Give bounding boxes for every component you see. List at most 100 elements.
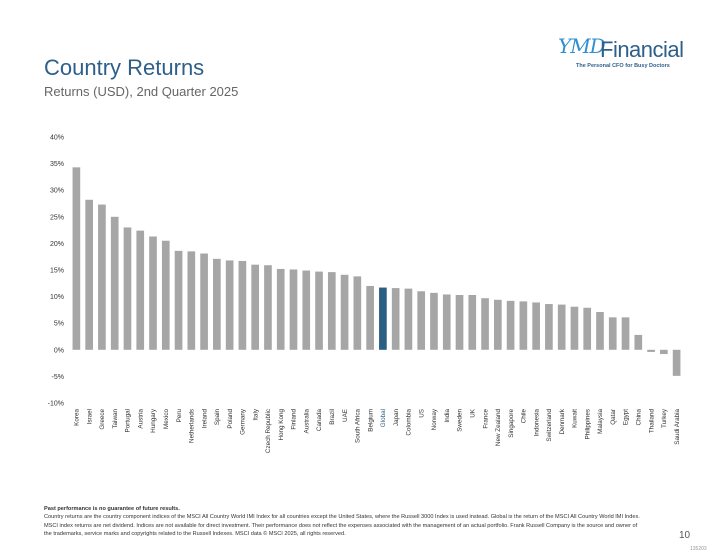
bar-peru <box>174 250 183 350</box>
y-tick-label: -5% <box>52 374 64 381</box>
bar-south-africa <box>353 276 362 350</box>
bar-israel <box>85 199 93 350</box>
x-tick-label: Japan <box>393 409 400 427</box>
bar-uae <box>340 274 349 350</box>
x-tick-label: Australia <box>303 409 310 434</box>
y-tick-label: 25% <box>50 214 64 221</box>
bar-singapore <box>506 300 515 350</box>
x-tick-label: Peru <box>176 409 183 423</box>
page-subtitle: Returns (USD), 2nd Quarter 2025 <box>44 84 239 99</box>
x-tick-label: Netherlands <box>189 409 196 443</box>
bar-czech-republic <box>264 265 272 350</box>
x-tick-label: Israel <box>86 409 93 424</box>
y-tick-label: -10% <box>48 401 64 408</box>
x-tick-label: Mexico <box>163 409 170 429</box>
x-tick-label: Chile <box>521 409 528 424</box>
x-tick-label: China <box>636 409 643 426</box>
bar-spain <box>213 258 221 350</box>
bar-taiwan <box>110 216 119 350</box>
x-tick-label: Hungary <box>150 408 157 433</box>
bar-chile <box>519 301 528 350</box>
x-tick-label: Thailand <box>648 409 655 434</box>
x-tick-label: Finland <box>291 409 298 430</box>
footer-notes: Past performance is no guarantee of futu… <box>44 505 644 539</box>
bar-us <box>417 291 426 350</box>
bar-saudi-arabia <box>672 349 681 376</box>
x-tick-label: Belgium <box>367 409 374 432</box>
x-tick-label: Germany <box>240 408 247 435</box>
bar-uk <box>468 295 477 350</box>
bar-france <box>481 298 489 350</box>
country-returns-chart: 40% 35% 30% 25% 20% 15% 10% 5% 0% -5% -10% Korea Isr… <box>48 135 681 454</box>
x-tick-label: South Africa <box>355 409 362 443</box>
x-tick-label: Kuwait <box>572 409 579 428</box>
x-tick-label: Korea <box>74 409 81 426</box>
x-tick-label: Greece <box>99 409 106 430</box>
y-tick-label: 40% <box>50 135 64 142</box>
bar-thailand <box>647 349 655 352</box>
bar-finland <box>289 269 298 350</box>
bar-colombia <box>404 288 413 350</box>
bar-portugal <box>123 227 132 350</box>
bar-malaysia <box>596 312 604 350</box>
bar-japan <box>391 288 400 350</box>
y-tick-label: 15% <box>50 268 64 275</box>
bar-brazil <box>327 272 336 350</box>
x-tick-label: Singapore <box>508 409 515 438</box>
bar-qatar <box>608 317 617 350</box>
bar-australia <box>302 270 311 350</box>
x-tick-label: Ireland <box>201 409 208 429</box>
x-tick-label: Czech Republic <box>265 409 272 453</box>
bar-global <box>379 287 387 350</box>
bar-belgium <box>366 285 374 350</box>
x-tick-label: India <box>444 409 451 423</box>
x-tick-label: US <box>418 409 425 418</box>
x-tick-label: Portugal <box>125 409 132 432</box>
y-tick-label: 35% <box>50 161 64 168</box>
bar-greece <box>98 204 106 350</box>
y-tick-label: 20% <box>50 241 64 248</box>
x-tick-label: Turkey <box>661 408 668 428</box>
bar-netherlands <box>187 251 196 350</box>
x-tick-label: Norway <box>431 408 438 430</box>
x-tick-label: Taiwan <box>112 409 119 429</box>
bar-indonesia <box>532 302 540 350</box>
bar-ireland <box>200 253 208 350</box>
bar-turkey <box>660 349 668 355</box>
x-tick-label: Denmark <box>559 408 566 434</box>
x-tick-label: Global <box>380 409 387 427</box>
x-tick-label: Italy <box>252 408 259 420</box>
company-logo: YMD Financial The Personal CFO for Busy … <box>558 34 688 74</box>
page-number: 10 <box>679 530 691 541</box>
bar-philippines <box>583 307 592 350</box>
bar-hong-kong <box>276 268 285 350</box>
x-tick-label: Qatar <box>610 409 617 425</box>
x-tick-label: New Zealand <box>495 409 502 447</box>
bar-italy <box>251 264 260 350</box>
x-tick-label: Poland <box>227 409 234 429</box>
x-tick-label: Malaysia <box>597 409 604 434</box>
bar-mexico <box>161 240 170 350</box>
footer-disclaimer: Past performance is no guarantee of futu… <box>44 506 180 512</box>
bar-canada <box>315 271 323 350</box>
x-tick-label: Indonesia <box>533 409 540 437</box>
y-tick-label: 10% <box>50 294 64 301</box>
x-tick-label: UK <box>469 408 476 418</box>
x-tick-label: Philippines <box>584 409 591 439</box>
bar-new-zealand <box>493 299 502 350</box>
x-tick-label: Sweden <box>457 409 464 432</box>
x-tick-label: Saudi Arabia <box>674 409 681 445</box>
bar-poland <box>225 260 234 350</box>
x-tick-label: Egypt <box>623 409 630 425</box>
page-title: Country Returns <box>44 55 205 80</box>
bar-kuwait <box>570 306 579 350</box>
x-tick-label: Austria <box>137 409 144 429</box>
y-tick-label: 30% <box>50 188 64 195</box>
x-tick-label: Colombia <box>406 409 413 436</box>
x-tick-label: Spain <box>214 409 221 426</box>
bar-switzerland <box>545 304 553 350</box>
x-tick-label: Canada <box>316 409 323 432</box>
x-tick-label: Switzerland <box>546 409 553 442</box>
logo-tagline: The Personal CFO for Busy Doctors <box>576 63 670 69</box>
bar-sweden <box>455 295 464 350</box>
